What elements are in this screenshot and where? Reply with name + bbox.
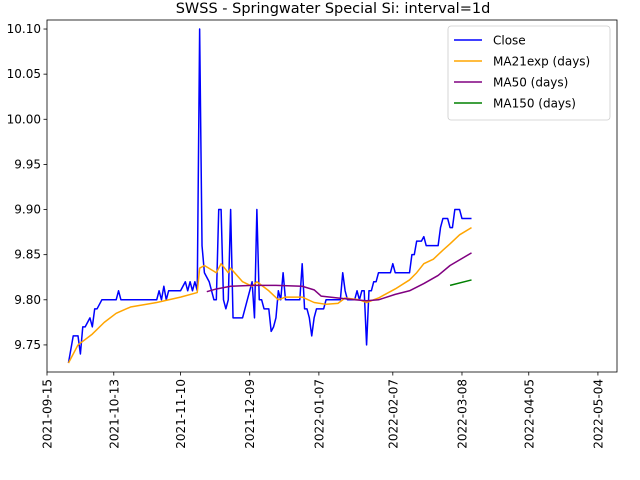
x-tick-label: 2022-04-05 [522,379,536,449]
legend-label: MA21exp (days) [493,55,590,69]
y-tick-label: 9.85 [14,248,41,262]
y-tick-label: 10.00 [7,112,41,126]
y-tick-label: 9.75 [14,338,41,352]
series-line-ma150-days [450,280,471,285]
x-tick-label: 2022-01-07 [312,379,326,449]
y-tick-label: 10.05 [7,67,41,81]
x-tick-label: 2022-03-08 [455,379,469,449]
y-tick-label: 10.10 [7,22,41,36]
y-tick-label: 9.95 [14,157,41,171]
y-tick-label: 9.90 [14,203,41,217]
legend-label: MA150 (days) [493,97,576,111]
series-line-ma21exp-days [68,228,471,363]
x-tick-label: 2021-10-13 [107,379,121,449]
chart-title: SWSS - Springwater Special Si: interval=… [176,1,491,17]
x-tick-label: 2022-05-04 [591,379,605,449]
x-tick-label: 2021-09-15 [41,379,55,449]
x-tick-label: 2022-02-07 [386,379,400,449]
x-tick-label: 2021-12-09 [243,379,257,449]
legend: Close MA21exp (days) MA50 (days) MA150 (day… [448,26,610,120]
x-tick-label: 2021-11-10 [174,379,188,449]
series-layer [68,29,471,363]
legend-label: MA50 (days) [493,76,568,90]
series-line-close [68,29,471,363]
y-tick-label: 9.80 [14,293,41,307]
legend-label: Close [493,34,526,48]
